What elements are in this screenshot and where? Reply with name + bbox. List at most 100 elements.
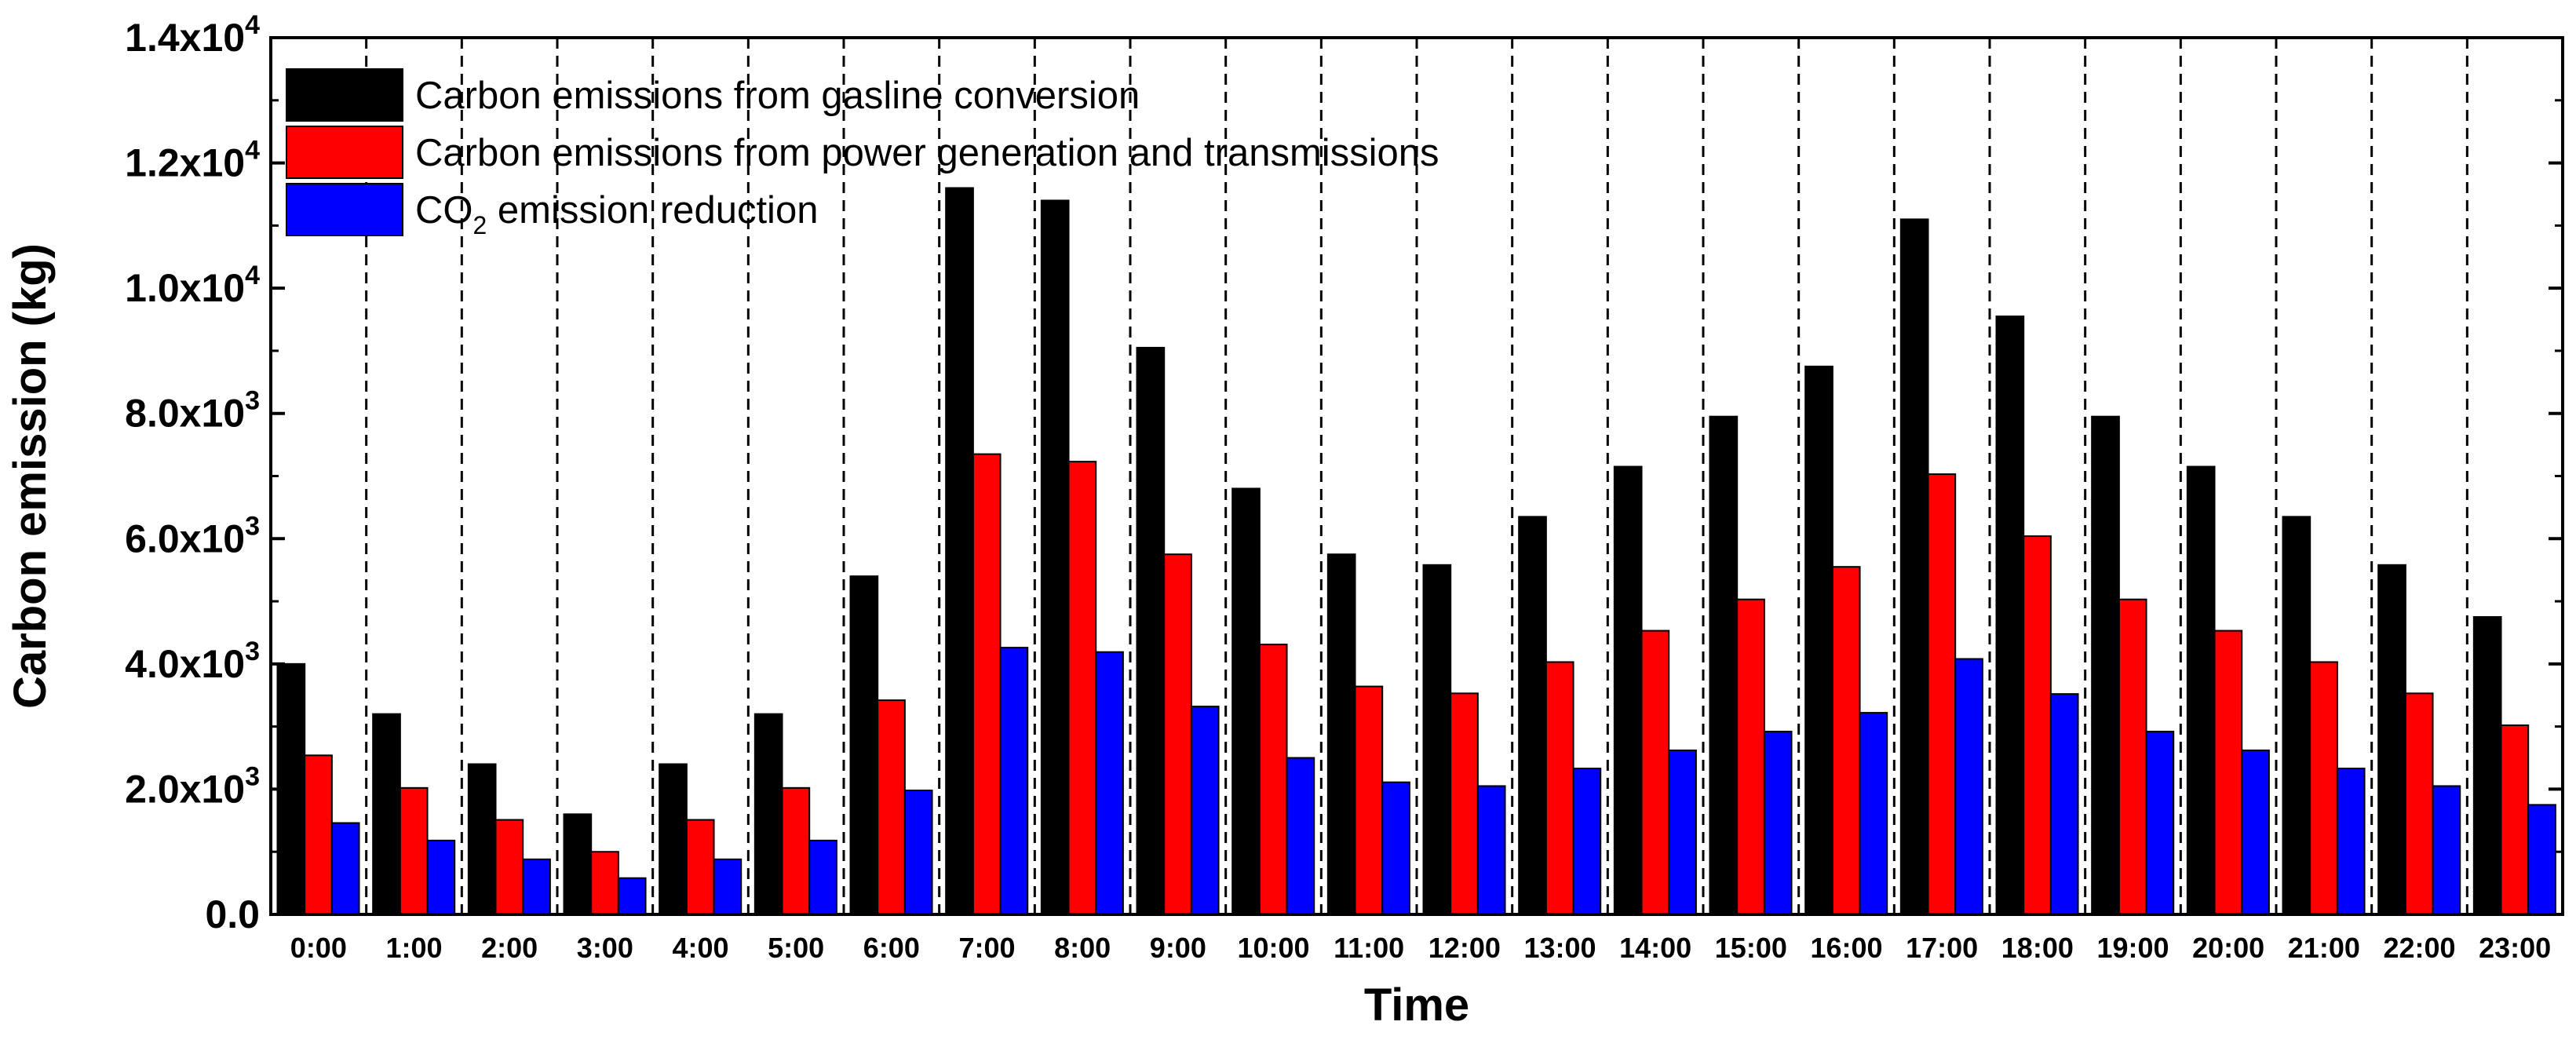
bar-series3-11:00 [1381,781,1410,916]
legend-swatch-series3 [286,183,403,236]
bar-series2-10:00 [1258,644,1288,916]
bar-series3-23:00 [2527,804,2556,915]
bar-series3-10:00 [1286,757,1315,915]
bar-series1-10:00 [1231,487,1261,915]
legend-label-series1: Carbon emissions from gasline conversion [415,75,1140,117]
bar-series2-13:00 [1545,661,1574,915]
bar-series3-22:00 [2432,785,2461,915]
bar-series2-4:00 [685,819,715,915]
bar-series1-16:00 [1804,365,1833,915]
bar-series3-16:00 [1859,712,1888,916]
bar-series2-3:00 [590,851,619,915]
x-tick-label: 20:00 [2192,932,2264,964]
x-tick-label: 1:00 [385,932,442,964]
bar-series1-21:00 [2282,516,2311,915]
bar-series3-1:00 [426,839,456,916]
x-tick-label: 2:00 [481,932,538,964]
bar-series3-21:00 [2336,768,2366,916]
y-tick-label: 4.0x103 [125,637,260,686]
bar-series3-5:00 [808,839,837,916]
x-tick-label: 12:00 [1428,932,1501,964]
y-tick-label: 1.2x104 [125,136,260,185]
x-tick-label: 17:00 [1906,932,1978,964]
bar-series2-16:00 [1831,566,1861,915]
x-tick-label: 11:00 [1334,932,1404,964]
x-tick-label: 21:00 [2288,932,2360,964]
legend-swatch-series2 [286,126,403,179]
x-tick-label: 16:00 [1810,932,1882,964]
bar-series1-14:00 [1613,465,1643,915]
y-tick-label: 6.0x103 [125,511,260,560]
bar-series2-19:00 [2118,598,2147,915]
x-tick-label: 10:00 [1237,932,1309,964]
bar-series1-11:00 [1326,553,1356,915]
bar-series2-14:00 [1640,629,1670,916]
bar-series3-9:00 [1190,706,1220,916]
x-tick-label: 8:00 [1054,932,1111,964]
bar-series2-8:00 [1067,461,1097,915]
x-tick-label: 9:00 [1150,932,1206,964]
bar-series3-12:00 [1476,785,1506,915]
y-tick-label: 8.0x103 [125,386,260,436]
x-tick-label: 5:00 [768,932,824,964]
bar-series3-2:00 [522,858,551,915]
bar-series2-2:00 [494,819,524,915]
bar-series2-9:00 [1163,553,1192,915]
y-axis-title: Carbon emission (kg) [5,243,56,709]
bar-series3-3:00 [617,877,647,915]
bar-series3-8:00 [1095,651,1124,916]
bar-series2-5:00 [781,786,811,916]
bar-series3-6:00 [903,790,933,915]
bar-series3-13:00 [1572,768,1602,916]
bar-series1-1:00 [372,713,401,916]
bar-series2-20:00 [2213,629,2243,916]
bar-series1-23:00 [2472,616,2502,916]
bar-series1-20:00 [2186,465,2216,915]
bar-series1-19:00 [2091,415,2120,915]
bar-series3-19:00 [2145,731,2175,915]
bar-series3-0:00 [330,822,360,915]
bar-series2-17:00 [1927,473,1957,915]
bar-series2-1:00 [399,786,429,916]
legend-label-series2: Carbon emissions from power generation a… [415,132,1439,174]
bar-series3-15:00 [1763,731,1793,915]
x-tick-label: 15:00 [1715,932,1787,964]
legend-label-series3: CO2 emission reduction [415,189,818,239]
y-tick-label: 0.0 [205,892,260,936]
bar-series2-23:00 [2500,724,2530,915]
bar-series1-3:00 [563,813,593,916]
x-tick-label: 7:00 [958,932,1015,964]
bar-series3-20:00 [2241,749,2270,915]
y-axis: 0.0 2.0x103 4.0x103 6.0x103 8.0x103 1.0x104 1.… [125,10,2563,936]
bar-series3-18:00 [2049,693,2079,915]
bar-series1-6:00 [849,575,879,916]
bar-series2-22:00 [2404,692,2434,916]
bar-series2-21:00 [2309,661,2338,915]
x-axis: 0:00 1:00 2:00 3:00 4:00 5:00 6:00 7:00 8:00 9:00… [290,932,2551,964]
bar-series1-7:00 [945,187,974,915]
x-tick-label: 0:00 [290,932,347,964]
bar-marks [276,187,2556,916]
bar-series1-12:00 [1422,564,1452,915]
bar-series2-7:00 [972,453,1002,915]
x-axis-title: Time [1364,980,1469,1031]
bar-series3-17:00 [1954,658,1983,916]
bar-series2-6:00 [877,699,906,916]
bar-series1-17:00 [1899,218,1929,915]
x-tick-label: 14:00 [1619,932,1691,964]
bar-series1-4:00 [659,763,688,915]
x-tick-label: 23:00 [2479,932,2551,964]
x-tick-label: 22:00 [2383,932,2455,964]
legend: Carbon emissions from gasline conversion… [286,68,1439,239]
x-tick-label: 4:00 [672,932,728,964]
y-tick-label: 1.0x104 [125,261,260,310]
bar-series3-14:00 [1668,749,1697,915]
x-tick-label: 13:00 [1523,932,1596,964]
bar-series1-5:00 [753,713,783,916]
x-tick-label: 3:00 [577,932,633,964]
category-separators [365,38,2468,914]
y-tick-label: 2.0x103 [125,761,260,811]
x-tick-label: 19:00 [2096,932,2169,964]
bar-series1-8:00 [1040,199,1070,915]
